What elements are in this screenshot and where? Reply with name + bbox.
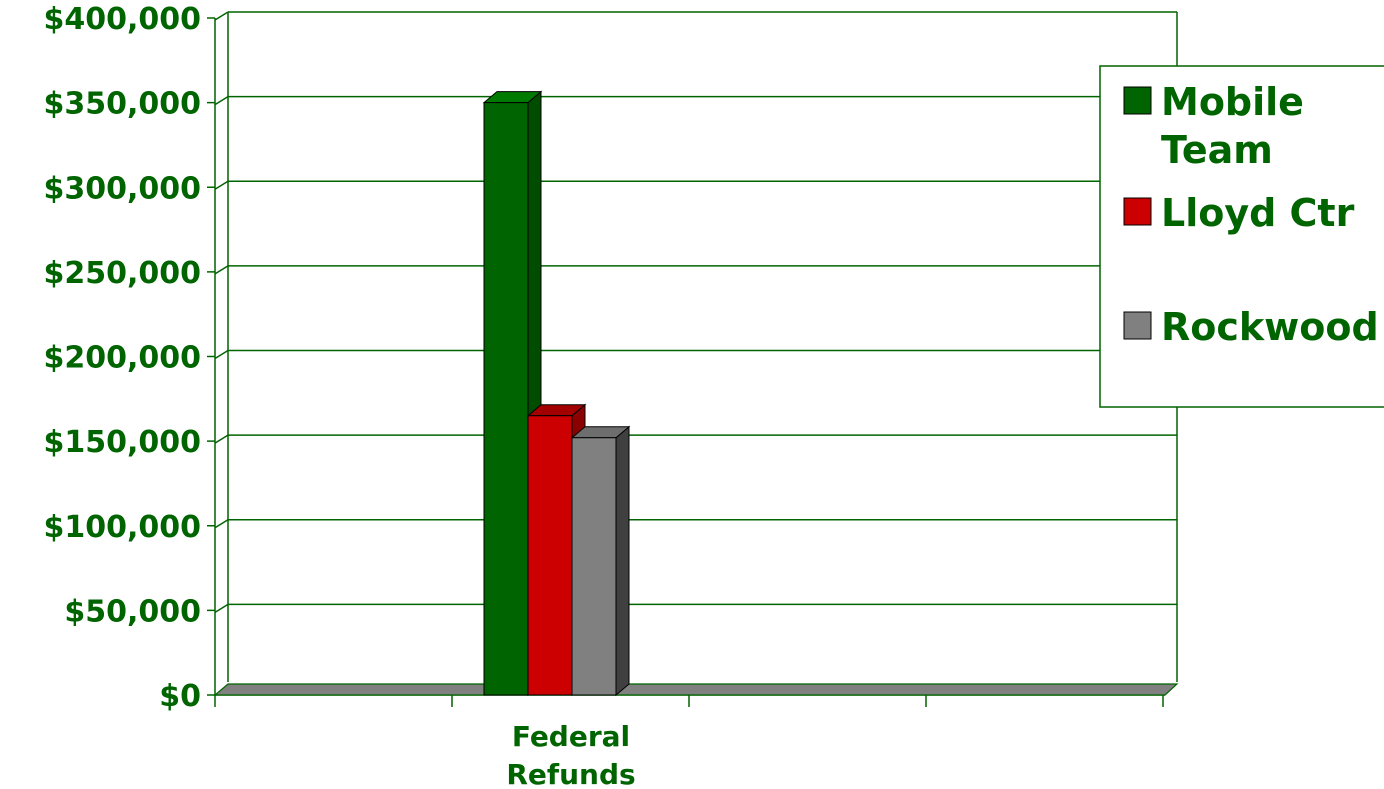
gridline-side (214, 603, 229, 614)
bar-rockwood (570, 425, 631, 697)
y-tick-label: $0 (159, 679, 201, 714)
chart-floor (213, 683, 1179, 696)
gridline-side (214, 519, 229, 529)
y-tick-label: $100,000 (43, 510, 201, 545)
y-tick-label: $250,000 (43, 256, 201, 291)
legend-label: Team (1161, 128, 1273, 172)
x-tick-labels: Federal Refunds (506, 720, 635, 789)
gridline-side (214, 95, 229, 106)
y-tick-label: $150,000 (43, 425, 201, 460)
legend-label: Lloyd Ctr (1161, 191, 1355, 235)
legend-entry-rockwood: Rockwood (1123, 305, 1379, 349)
gridline-side (214, 434, 229, 444)
legend-box (1099, 65, 1384, 408)
y-tick-label: $200,000 (43, 341, 201, 376)
legend-swatch (1123, 311, 1152, 340)
floor-plane (213, 683, 1179, 696)
legend-swatch (1123, 197, 1152, 226)
gridline-side (214, 11, 229, 21)
bar-front (571, 437, 617, 696)
x-tick-label: Federal (512, 720, 630, 753)
bar-front (483, 102, 529, 696)
gridlines (214, 11, 1178, 682)
gridline-side (214, 180, 229, 190)
x-tick-label: Refunds (506, 758, 635, 789)
legend-label: Mobile (1161, 80, 1304, 124)
y-tick-label: $350,000 (43, 87, 201, 122)
bar-front (527, 415, 573, 696)
y-tick-labels: $0 $50,000 $100,000 $150,000 $200,000 $250,00… (43, 2, 201, 714)
y-tick-label: $50,000 (64, 594, 201, 629)
gridline-side (214, 349, 229, 360)
y-tick-label: $400,000 (43, 2, 201, 37)
legend-label: Rockwood (1161, 305, 1379, 349)
bar-side (615, 425, 630, 697)
gridline-side (214, 265, 229, 275)
y-tick-label: $300,000 (43, 171, 201, 206)
legend-entry-lloyd-ctr: Lloyd Ctr (1123, 191, 1355, 235)
legend-swatch (1123, 86, 1152, 115)
bars (482, 90, 631, 697)
